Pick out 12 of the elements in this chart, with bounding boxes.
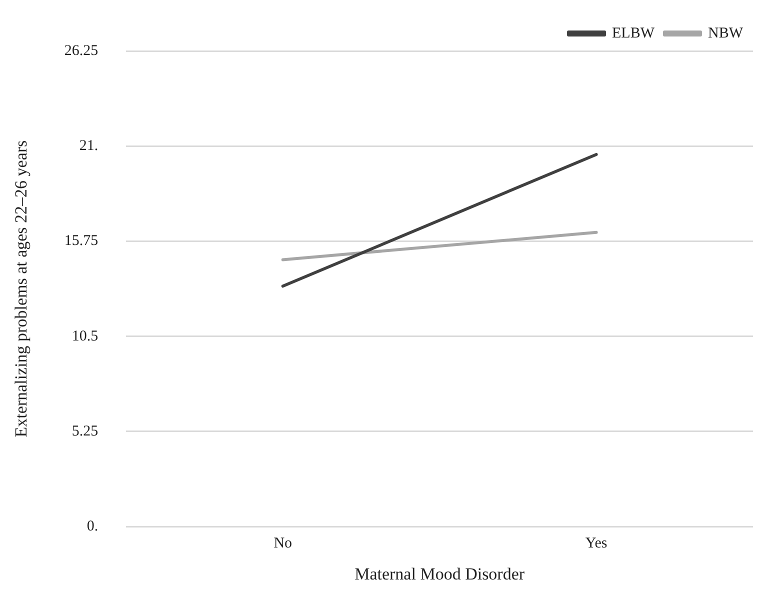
x-tick-label: No — [274, 536, 292, 552]
y-axis-title: Externalizing problems at ages 22–26 years — [12, 140, 31, 438]
y-tick-label: 26.25 — [64, 42, 98, 59]
y-tick-label: 0. — [86, 518, 98, 535]
y-tick-label: 5.25 — [72, 423, 98, 440]
legend-label: NBW — [708, 25, 744, 42]
legend-label: ELBW — [612, 25, 656, 42]
y-tick-label: 15.75 — [64, 233, 98, 250]
y-tick-label: 10.5 — [72, 328, 98, 344]
x-axis-title: Maternal Mood Disorder — [354, 564, 525, 584]
x-tick-label: Yes — [585, 536, 608, 552]
y-tick-label: 21. — [79, 138, 98, 154]
